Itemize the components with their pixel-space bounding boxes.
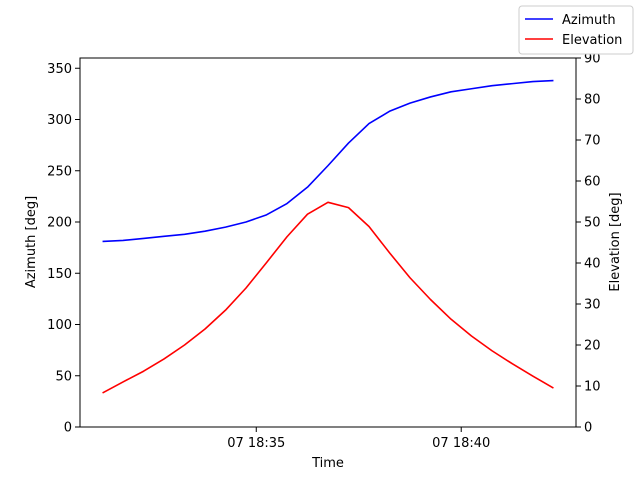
x-axis: 07 18:35 07 18:40 xyxy=(227,427,490,451)
right-tick-label: 80 xyxy=(584,93,601,108)
left-tick-label: 300 xyxy=(47,113,72,128)
left-tick-label: 200 xyxy=(47,216,72,231)
legend-label-elevation: Elevation xyxy=(562,33,622,48)
right-tick-label: 10 xyxy=(584,380,601,395)
series-lines xyxy=(102,79,554,394)
legend: Azimuth Elevation xyxy=(518,5,634,55)
left-tick-label: 100 xyxy=(47,318,72,333)
legend-label-azimuth: Azimuth xyxy=(562,13,616,28)
right-tick-label: 70 xyxy=(584,134,601,149)
left-tick-label: 50 xyxy=(55,369,72,384)
series-line-azimuth xyxy=(102,79,554,243)
right-tick-label: 20 xyxy=(584,339,601,354)
legend-box xyxy=(518,5,634,55)
x-tick-label: 07 18:35 xyxy=(227,436,285,451)
right-tick-label: 40 xyxy=(584,257,601,272)
left-tick-label: 350 xyxy=(47,62,72,77)
right-tick-label: 60 xyxy=(584,175,601,190)
right-axis-label: Elevation [deg] xyxy=(608,192,623,291)
left-axis: 0 50 100 150 200 250 300 350 xyxy=(47,62,80,436)
right-tick-label: 0 xyxy=(584,421,592,436)
plot-area xyxy=(79,57,577,428)
left-tick-label: 0 xyxy=(64,421,72,436)
series-line-elevation xyxy=(102,201,554,394)
x-tick-label: 07 18:40 xyxy=(432,436,490,451)
plot-frame xyxy=(79,57,577,428)
right-tick-label: 30 xyxy=(584,298,601,313)
right-axis: 0 10 20 30 40 50 60 70 80 90 xyxy=(576,52,601,436)
left-tick-label: 150 xyxy=(47,267,72,282)
left-axis-label: Azimuth [deg] xyxy=(24,196,39,288)
right-tick-label: 50 xyxy=(584,216,601,231)
left-tick-label: 250 xyxy=(47,164,72,179)
x-axis-label: Time xyxy=(311,456,344,471)
right-tick-label: 90 xyxy=(584,52,601,67)
